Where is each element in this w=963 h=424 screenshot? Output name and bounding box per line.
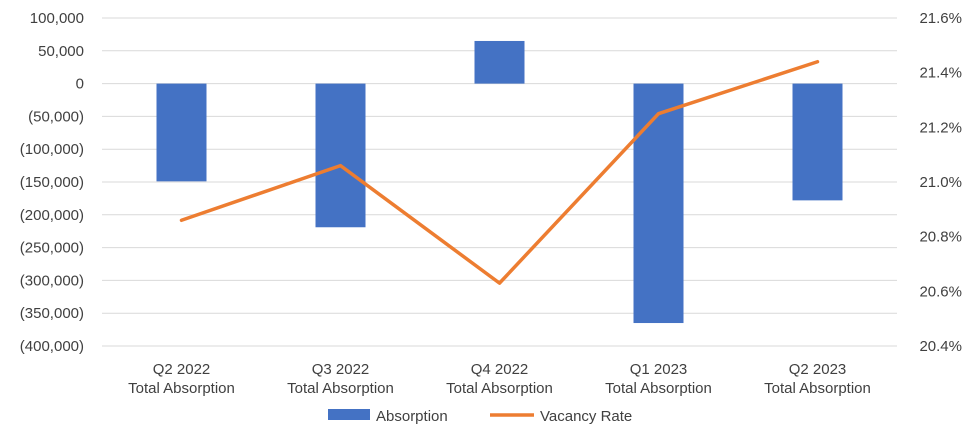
absorption-bars xyxy=(156,40,843,324)
vacancy-rate-line-group xyxy=(179,59,820,285)
right-tick-label: 21.6% xyxy=(919,10,962,27)
right-tick-label: 21.4% xyxy=(919,65,962,82)
category-label-line: Total Absorption xyxy=(764,380,871,397)
category-label-line: Total Absorption xyxy=(446,380,553,397)
legend-swatch-absorption xyxy=(328,409,370,420)
left-tick-label: (100,000) xyxy=(20,141,84,158)
right-tick-label: 20.6% xyxy=(919,283,962,300)
gridlines xyxy=(102,17,897,347)
category-label: Q2 2022 Total Absorption xyxy=(128,361,235,397)
left-tick-label: (300,000) xyxy=(20,272,84,289)
right-axis: 21.6% 21.4% 21.2% 21.0% 20.8% 20.6% 20.4% xyxy=(919,10,962,355)
absorption-bar xyxy=(474,40,525,84)
category-label-line: Q2 2022 xyxy=(153,361,211,378)
legend: Absorption Vacancy Rate xyxy=(328,408,632,424)
legend-label-vacancy-rate: Vacancy Rate xyxy=(540,408,632,424)
left-tick-label: (250,000) xyxy=(20,240,84,257)
left-axis: 100,000 50,000 0 (50,000) (100,000) (150,000)… xyxy=(20,10,84,355)
category-label-line: Q2 2023 xyxy=(789,361,847,378)
left-tick-label: (350,000) xyxy=(20,305,84,322)
left-tick-label: (200,000) xyxy=(20,207,84,224)
legend-label-absorption: Absorption xyxy=(376,408,448,424)
vacancy-rate-line xyxy=(179,59,820,285)
category-label-line: Total Absorption xyxy=(287,380,394,397)
left-tick-label: 100,000 xyxy=(30,10,84,27)
left-tick-label: (150,000) xyxy=(20,174,84,191)
category-label-line: Q1 2023 xyxy=(630,361,688,378)
category-label: Q4 2022 Total Absorption xyxy=(446,361,553,397)
right-tick-label: 20.4% xyxy=(919,338,962,355)
category-label: Q3 2022 Total Absorption xyxy=(287,361,394,397)
category-axis: Q2 2022 Total Absorption Q3 2022 Total Abso… xyxy=(128,361,871,397)
left-tick-label: (50,000) xyxy=(28,108,84,125)
left-tick-label: 50,000 xyxy=(38,43,84,60)
right-tick-label: 21.2% xyxy=(919,119,962,136)
absorption-bar xyxy=(315,83,366,228)
absorption-bar xyxy=(792,83,843,201)
category-label-line: Total Absorption xyxy=(605,380,712,397)
category-label: Q2 2023 Total Absorption xyxy=(764,361,871,397)
category-label-line: Q4 2022 xyxy=(471,361,529,378)
absorption-bar xyxy=(633,83,684,324)
category-label-line: Total Absorption xyxy=(128,380,235,397)
right-tick-label: 21.0% xyxy=(919,174,962,191)
right-tick-label: 20.8% xyxy=(919,229,962,246)
left-tick-label: (400,000) xyxy=(20,338,84,355)
category-label-line: Q3 2022 xyxy=(312,361,370,378)
absorption-bar xyxy=(156,83,207,182)
left-tick-label: 0 xyxy=(76,76,84,93)
category-label: Q1 2023 Total Absorption xyxy=(605,361,712,397)
